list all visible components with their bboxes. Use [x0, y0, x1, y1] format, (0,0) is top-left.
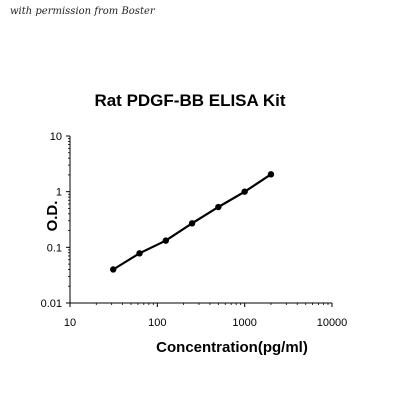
y-tick-label: 1 — [56, 187, 62, 199]
y-ticks: 0.01 0.1 1 10 — [41, 131, 70, 310]
x-tick-label: 10000 — [317, 317, 348, 329]
y-axis-label: O.D. — [44, 201, 61, 232]
data-point — [215, 203, 222, 211]
x-tick-label: 10 — [64, 317, 76, 329]
y-tick-label: 0.1 — [47, 242, 62, 254]
data-point — [241, 188, 248, 195]
x-axis-label: Concentration(pg/ml) — [156, 339, 308, 356]
series-points — [110, 171, 275, 273]
watermark-text: with permission from Boster — [10, 6, 155, 17]
data-point — [267, 171, 275, 178]
chart-title: Rat PDGF-BB ELISA Kit — [94, 91, 285, 110]
x-tick-label: 1000 — [232, 317, 256, 329]
data-point — [110, 266, 117, 273]
y-tick-label: 0.01 — [41, 298, 62, 310]
y-tick-label: 10 — [50, 131, 62, 143]
data-point — [136, 250, 143, 257]
axes — [69, 136, 332, 304]
data-point — [188, 220, 196, 227]
data-point — [162, 237, 169, 244]
x-tick-label: 100 — [148, 317, 166, 329]
x-ticks: 10 100 1000 10000 — [64, 303, 347, 329]
